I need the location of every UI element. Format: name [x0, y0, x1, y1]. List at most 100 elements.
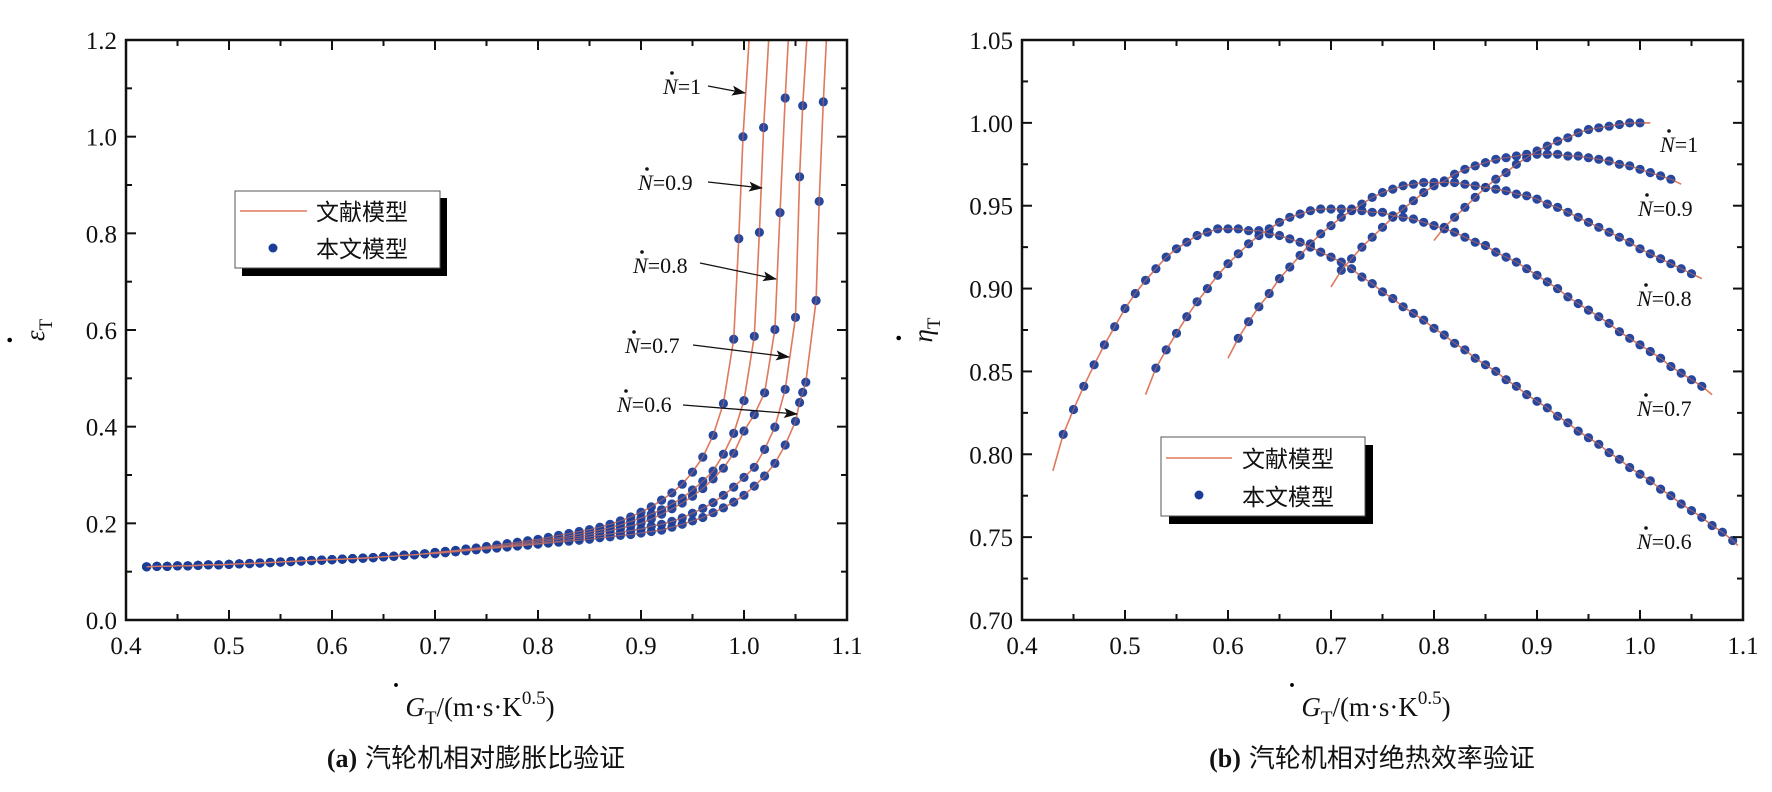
- series-line-N-1: [146, 40, 750, 568]
- series-label-value: =0.9: [1653, 196, 1693, 221]
- panel-b-plot-area: [1052, 118, 1739, 546]
- x-tick-label: 0.9: [1521, 633, 1552, 660]
- panel-b-legend-box: [1160, 436, 1366, 517]
- y-tick-label: 0.4: [86, 415, 118, 442]
- annotation-arrow: [707, 85, 746, 96]
- y-tick-label: 0.6: [86, 318, 117, 345]
- series-line-N-0-7: [1144, 208, 1713, 396]
- x-tick-label: 1.1: [831, 633, 862, 660]
- panel-b-ticks: 0.4 0.5 0.6 0.7 0.8 0.9 1.0 1.1 0.70 0.75 0.80 0.85…: [969, 28, 1758, 660]
- x-tick-label: 0.6: [316, 633, 347, 660]
- x-tick-label: 1.1: [1727, 633, 1758, 660]
- data-point: [142, 562, 152, 572]
- annotation-arrow: [682, 404, 798, 418]
- series-points-N-0-6: [142, 97, 828, 572]
- y-tick-label: 0.8: [86, 221, 117, 248]
- series-label-dot-accent: [670, 71, 674, 75]
- y-tick-label: 0.75: [969, 525, 1013, 552]
- series-label-symbol: N: [616, 392, 633, 417]
- y-tick-label: 1.05: [969, 28, 1013, 55]
- panel-a-caption: (a) 汽轮机相对膨胀比验证: [327, 744, 625, 774]
- series-label-N-0-7: N=0.7: [1636, 396, 1692, 421]
- panel-b-ylabel-dot: ·: [884, 333, 915, 342]
- panel-b-xlabel-symbol: G: [1301, 692, 1321, 722]
- panel-a-legend-dot-swatch: [268, 243, 278, 253]
- series-line-overlay: [1433, 122, 1651, 241]
- panel-a-xlabel-sub: T: [425, 708, 437, 729]
- y-tick-label: 0.70: [969, 608, 1013, 635]
- panel-a-ylabel-symbol: ε: [20, 330, 50, 341]
- series-label-symbol: N: [1636, 396, 1653, 421]
- series-line-overlay: [1145, 208, 1713, 396]
- series-label-dot-accent: [1644, 283, 1648, 287]
- series-label-N-1: N=1: [662, 74, 701, 99]
- panel-a-xlabel-symbol: G: [405, 692, 425, 722]
- panel-b-xlabel-dot: ·: [1288, 673, 1296, 699]
- series-label-symbol: N: [1636, 286, 1653, 311]
- annotation-arrow: [707, 181, 763, 192]
- series-label-dot-accent: [624, 389, 628, 393]
- panel-a-ylabel-sub: T: [36, 318, 57, 330]
- panel-b-ylabel-sub: T: [924, 317, 945, 329]
- panel-b-axes-frame: [1020, 38, 1745, 622]
- panel-a-legend-dot-label: 本文模型: [316, 237, 408, 263]
- series-label-value: =0.8: [1652, 286, 1692, 311]
- series-line-overlay: [1052, 228, 1739, 546]
- panel-a-plot-area: [142, 40, 828, 572]
- series-label-value: =1: [678, 74, 701, 99]
- panel-b-adiabatic-efficiency: 0.4 0.5 0.6 0.7 0.8 0.9 1.0 1.1 0.70 0.75 0.80 0.85…: [884, 28, 1759, 774]
- y-tick-label: 1.2: [86, 28, 117, 55]
- panel-b-xlabel-sub: T: [1321, 708, 1333, 729]
- series-line-N-0-6: [1052, 228, 1739, 546]
- panel-b-xlabel-close: ): [1442, 692, 1451, 722]
- panel-b-caption-tag: (b): [1209, 744, 1241, 773]
- panel-b-legend: 文献模型 本文模型: [1160, 436, 1373, 524]
- series-label-N-0-7: N=0.7: [624, 333, 680, 358]
- series-label-value: =0.6: [1652, 529, 1692, 554]
- series-label-dot-accent: [1667, 129, 1671, 133]
- panel-b-ylabel-symbol: η: [908, 329, 938, 342]
- series-label-value: =0.7: [640, 333, 680, 358]
- series-label-N-0-9: N=0.9: [1637, 196, 1693, 221]
- panel-a-legend: 文献模型 本文模型: [234, 190, 447, 276]
- series-label-dot-accent: [632, 330, 636, 334]
- series-line-overlay: [146, 40, 808, 568]
- y-tick-label: 0.85: [969, 359, 1013, 386]
- series-label-N-1: N=1: [1659, 132, 1698, 157]
- panel-b-legend-dot-swatch: [1194, 490, 1204, 500]
- series-line-N-0-7: [146, 40, 808, 568]
- x-tick-label: 1.0: [728, 633, 759, 660]
- panel-b-legend-dot-label: 本文模型: [1242, 485, 1334, 511]
- y-tick-label: 0.90: [969, 277, 1013, 304]
- series-label-value: =0.9: [653, 170, 693, 195]
- series-points-N-0-8: [1233, 177, 1697, 343]
- panel-a-xlabel-dot: ·: [392, 673, 400, 699]
- panel-a-legend-line-label: 文献模型: [316, 200, 408, 226]
- series-line-overlay: [1330, 153, 1682, 288]
- panel-b-xlabel-sup: 0.5: [1418, 688, 1442, 709]
- series-label-N-0-6: N=0.6: [1636, 529, 1692, 554]
- y-tick-label: 0.0: [86, 608, 117, 635]
- series-points-N-1: [1439, 118, 1645, 232]
- series-line-overlay: [1227, 181, 1703, 359]
- panel-b-annotations: N=1N=0.9N=0.8N=0.7N=0.6: [1636, 129, 1698, 554]
- series-label-symbol: N: [662, 74, 679, 99]
- panel-b-xlabel-unit: /(m·s·K: [1332, 692, 1418, 722]
- x-tick-label: 0.7: [419, 633, 450, 660]
- y-tick-label: 0.80: [969, 442, 1013, 469]
- series-label-value: =0.8: [648, 253, 688, 278]
- series-label-symbol: N: [1659, 132, 1676, 157]
- panel-a-annotations: N=1N=0.9N=0.8N=0.7N=0.6: [616, 71, 798, 418]
- y-tick-label: 1.00: [969, 111, 1013, 138]
- series-line-N-0-6: [146, 40, 828, 568]
- series-label-symbol: N: [632, 253, 649, 278]
- x-tick-label: 0.9: [625, 633, 656, 660]
- svg-text:εT: εT: [20, 318, 57, 341]
- panel-b-ylabel: ηT ·: [884, 317, 945, 343]
- panel-a-axes-frame: [124, 38, 849, 622]
- annotation-arrow: [692, 344, 790, 361]
- series-label-dot-accent: [1645, 193, 1649, 197]
- series-label-N-0-6: N=0.6: [616, 392, 672, 417]
- x-tick-label: 0.8: [1418, 633, 1449, 660]
